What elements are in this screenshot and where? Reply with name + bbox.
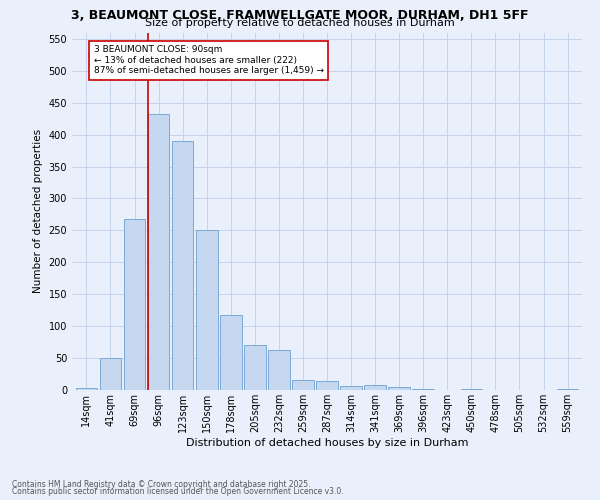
- Y-axis label: Number of detached properties: Number of detached properties: [33, 129, 43, 294]
- Bar: [124, 219, 145, 390]
- X-axis label: Distribution of detached houses by size in Durham: Distribution of detached houses by size …: [186, 438, 468, 448]
- Bar: [316, 381, 338, 390]
- Text: 3, BEAUMONT CLOSE, FRAMWELLGATE MOOR, DURHAM, DH1 5FF: 3, BEAUMONT CLOSE, FRAMWELLGATE MOOR, DU…: [71, 9, 529, 22]
- Text: 3 BEAUMONT CLOSE: 90sqm
← 13% of detached houses are smaller (222)
87% of semi-d: 3 BEAUMONT CLOSE: 90sqm ← 13% of detache…: [94, 46, 323, 75]
- Bar: [364, 385, 386, 390]
- Bar: [340, 386, 362, 390]
- Bar: [100, 358, 121, 390]
- Bar: [557, 388, 578, 390]
- Text: Size of property relative to detached houses in Durham: Size of property relative to detached ho…: [145, 18, 455, 28]
- Text: Contains HM Land Registry data © Crown copyright and database right 2025.: Contains HM Land Registry data © Crown c…: [12, 480, 311, 489]
- Bar: [172, 141, 193, 390]
- Bar: [196, 230, 218, 390]
- Bar: [268, 350, 290, 390]
- Bar: [76, 388, 97, 390]
- Bar: [148, 114, 169, 390]
- Bar: [388, 387, 410, 390]
- Bar: [220, 314, 242, 390]
- Bar: [292, 380, 314, 390]
- Bar: [244, 346, 266, 390]
- Text: Contains public sector information licensed under the Open Government Licence v3: Contains public sector information licen…: [12, 487, 344, 496]
- Bar: [412, 388, 434, 390]
